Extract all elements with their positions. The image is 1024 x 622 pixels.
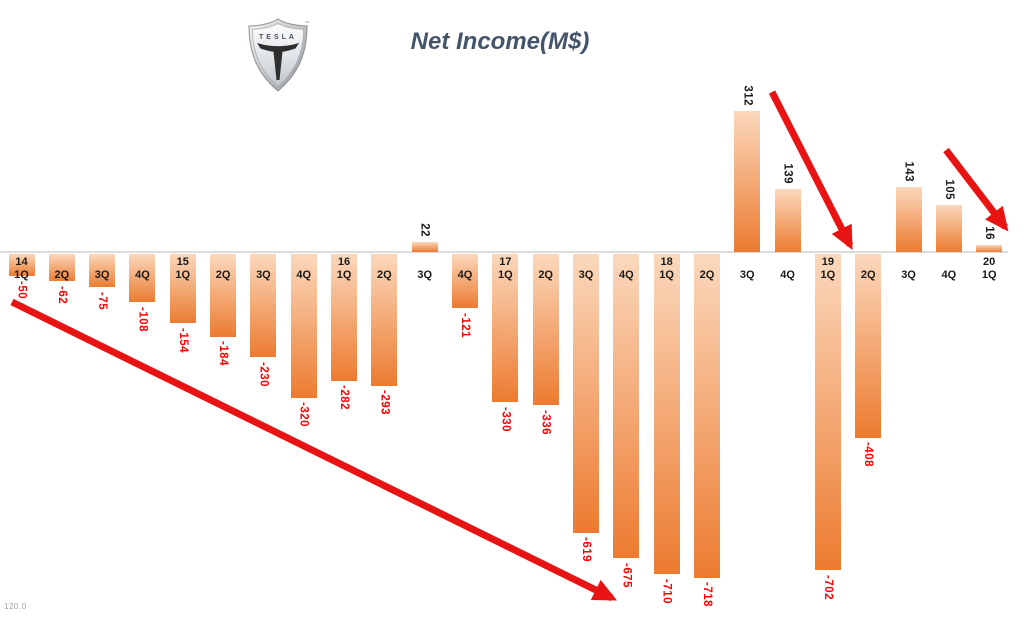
- category-label-2Q: 2Q: [215, 269, 231, 281]
- value-label-22: 22: [418, 223, 431, 238]
- category-label-2Q: 2Q: [538, 269, 553, 281]
- x-axis-line: [0, 251, 1008, 253]
- value-label-139: 139: [781, 163, 794, 185]
- value-label--718: -718: [700, 582, 713, 608]
- value-label--282: -282: [338, 385, 351, 411]
- bar-19-1Q: [814, 253, 841, 571]
- category-label-20-1Q: 20 1Q: [981, 256, 997, 281]
- value-label--230: -230: [257, 361, 270, 387]
- bar-3Q: [572, 253, 599, 533]
- category-label-4Q: 4Q: [941, 269, 957, 281]
- value-label--408: -408: [862, 442, 875, 468]
- category-label-15-1Q: 15 1Q: [175, 256, 191, 281]
- category-label-3Q: 3Q: [417, 269, 433, 281]
- value-label--710: -710: [660, 578, 673, 604]
- bar-4Q: [129, 253, 156, 303]
- category-label-3Q: 3Q: [94, 269, 110, 281]
- value-label-312: 312: [741, 85, 754, 107]
- value-label--702: -702: [821, 574, 834, 600]
- category-label-14-1Q: 14 1Q: [14, 256, 29, 281]
- tesla-t-icon: [257, 43, 299, 80]
- tesla-shield-badge: TESLA ™: [248, 18, 310, 92]
- category-label-4Q: 4Q: [457, 269, 473, 281]
- bar-4Q: [613, 253, 640, 559]
- tesla-logo: TESLA ™: [245, 18, 311, 94]
- category-label-4Q: 4Q: [135, 269, 150, 281]
- category-label-2Q: 2Q: [377, 269, 392, 281]
- bar-3Q: [734, 111, 761, 252]
- tesla-wordmark: TESLA: [259, 34, 297, 41]
- value-label-143: 143: [902, 161, 915, 183]
- value-label--108: -108: [136, 306, 149, 332]
- value-label--50: -50: [15, 280, 28, 299]
- value-label--62: -62: [55, 285, 68, 305]
- value-label--320: -320: [297, 402, 310, 428]
- value-label-16: 16: [983, 225, 996, 240]
- chart-title: Net Income(M$): [410, 28, 590, 55]
- category-label-2Q: 2Q: [54, 269, 70, 281]
- value-label--293: -293: [378, 390, 391, 416]
- category-label-3Q: 3Q: [578, 269, 594, 281]
- category-label-4Q: 4Q: [780, 269, 795, 281]
- value-label--336: -336: [539, 409, 552, 435]
- bar-4Q: [935, 204, 962, 252]
- bar-18-1Q: [653, 253, 680, 575]
- trademark-symbol: ™: [305, 21, 310, 27]
- category-label-16-1Q: 16 1Q: [336, 256, 352, 281]
- bar-4Q: [774, 189, 801, 252]
- bar-20-1Q: [976, 244, 1003, 252]
- bar-3Q: [89, 253, 116, 288]
- category-label-3Q: 3Q: [739, 269, 755, 281]
- bar-2Q: [855, 253, 882, 438]
- bar-14-1Q: [8, 253, 35, 277]
- category-label-2Q: 2Q: [860, 269, 876, 281]
- bar-3Q: [895, 187, 922, 252]
- bar-2Q: [48, 253, 75, 282]
- category-label-18-1Q: 18 1Q: [659, 256, 674, 281]
- category-label-17-1Q: 17 1Q: [497, 256, 513, 281]
- value-label--121: -121: [459, 312, 472, 338]
- category-label-3Q: 3Q: [901, 269, 916, 281]
- value-label--330: -330: [499, 406, 512, 433]
- category-label-4Q: 4Q: [296, 269, 312, 281]
- category-label-4Q: 4Q: [618, 269, 634, 281]
- value-label--75: -75: [96, 291, 109, 310]
- value-label-105: 105: [942, 178, 955, 200]
- category-label-3Q: 3Q: [256, 269, 271, 281]
- bar-2Q: [210, 253, 237, 337]
- footnote: 120.0: [4, 602, 27, 611]
- category-label-2Q: 2Q: [699, 269, 715, 281]
- bar-3Q: [411, 242, 438, 252]
- value-label--184: -184: [217, 341, 230, 367]
- category-label-19-1Q: 19 1Q: [820, 256, 836, 281]
- value-label--675: -675: [620, 562, 633, 588]
- value-label--154: -154: [176, 327, 189, 353]
- value-label--619: -619: [579, 537, 592, 563]
- bar-2Q: [693, 253, 720, 578]
